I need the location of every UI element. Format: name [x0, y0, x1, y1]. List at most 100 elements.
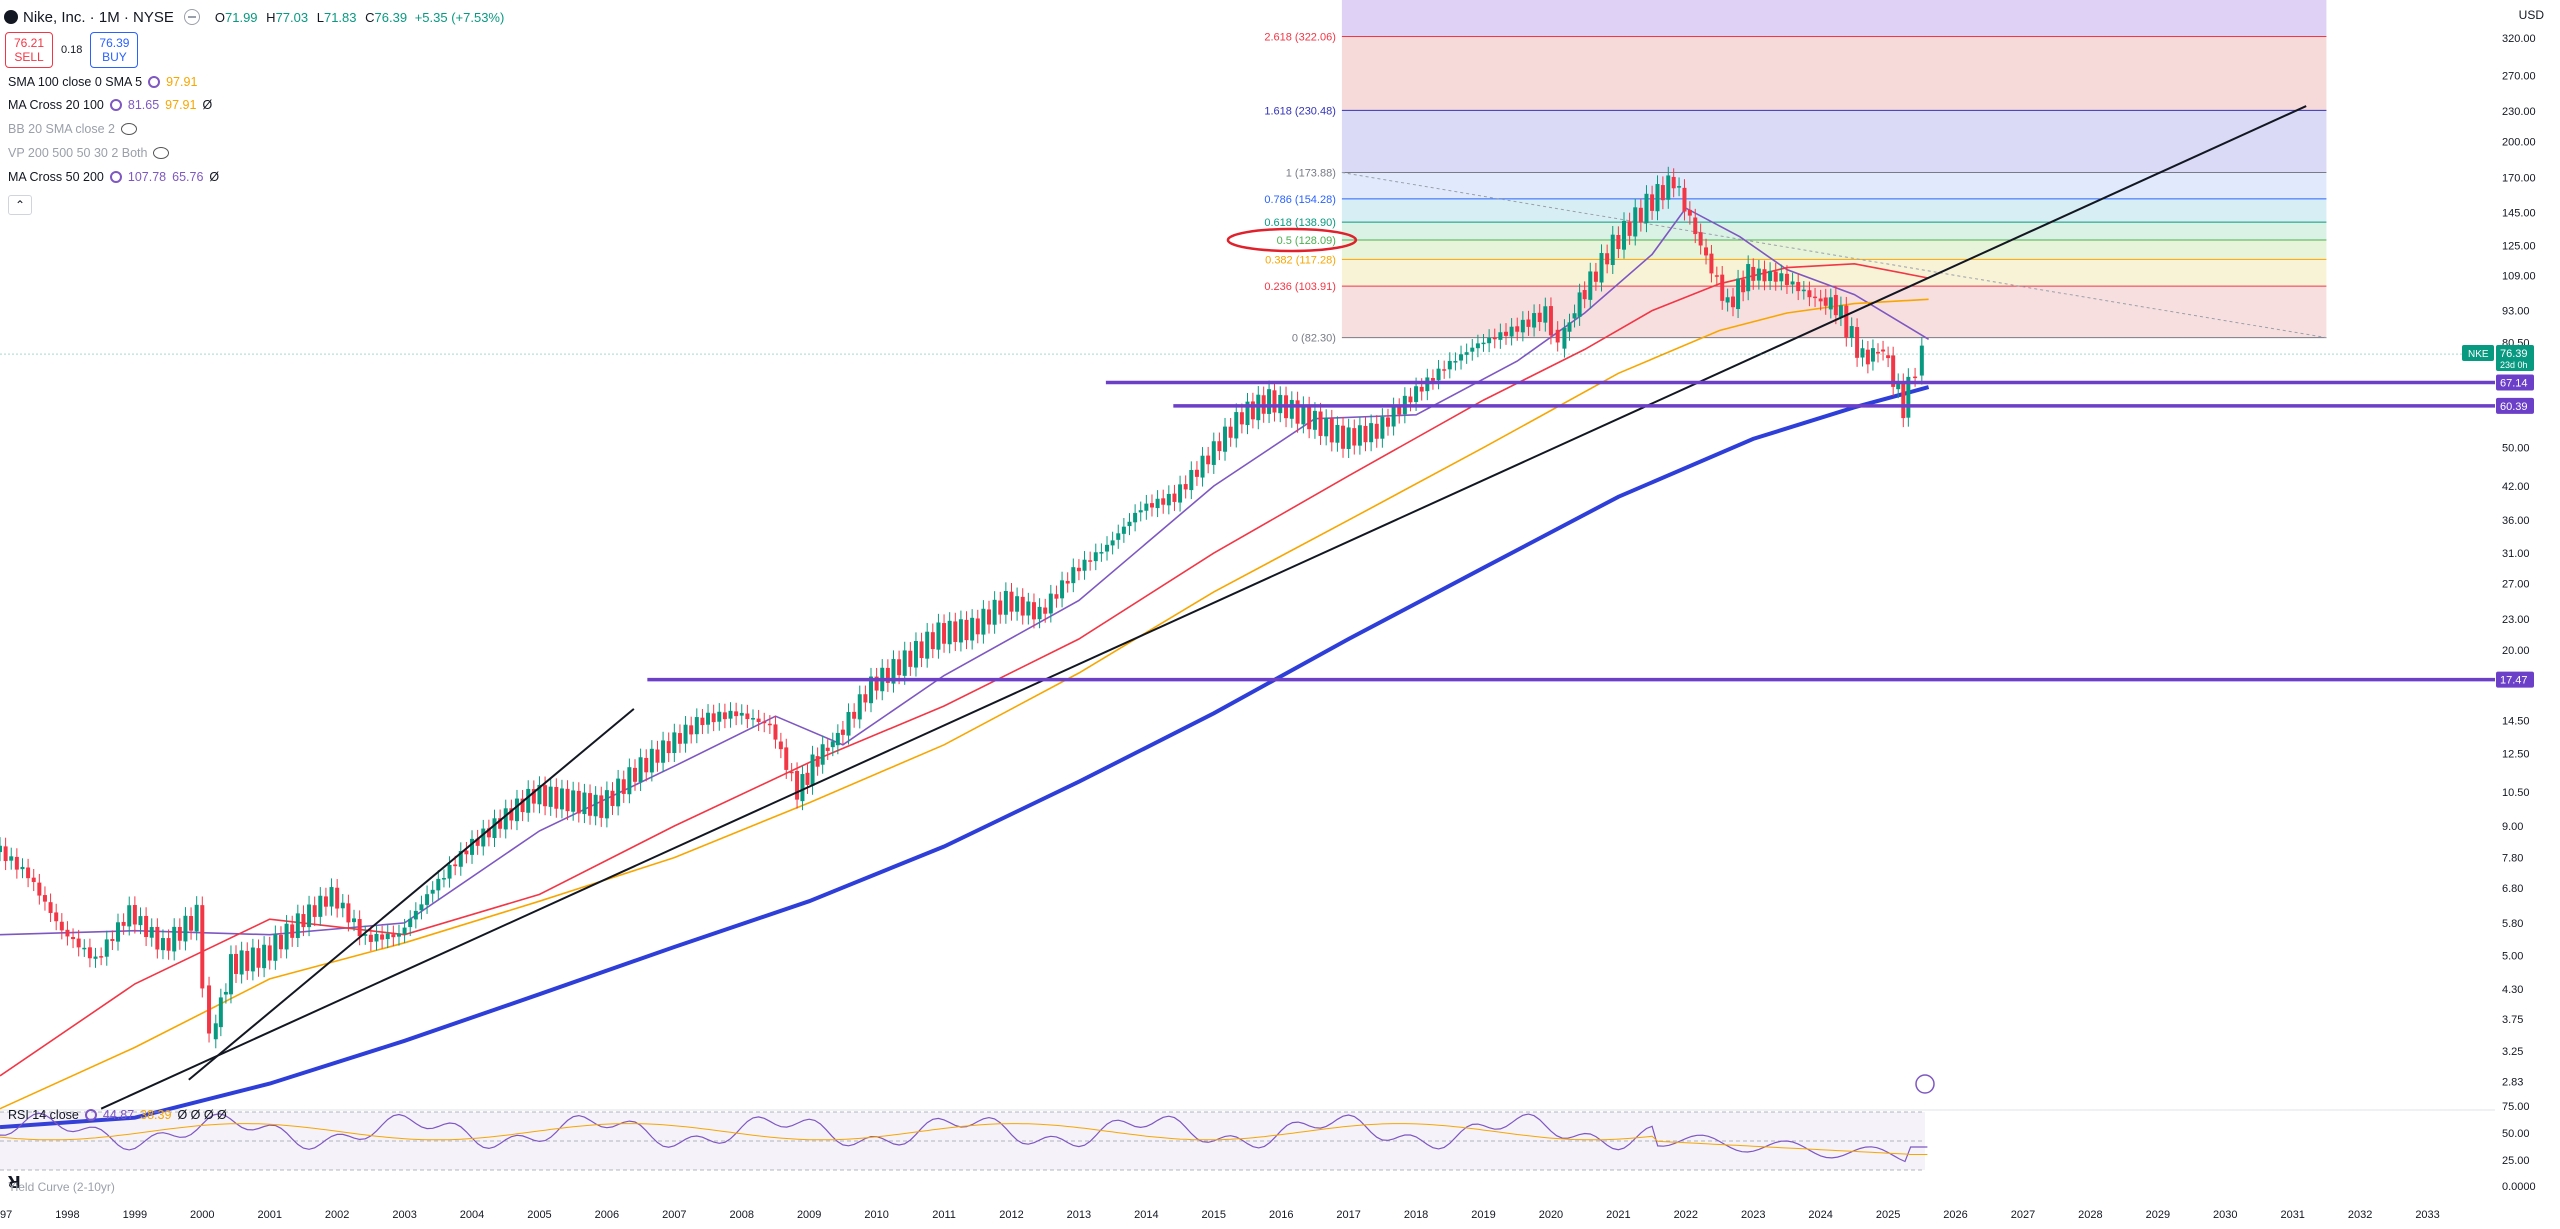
candle-body: [110, 939, 115, 942]
candle-body: [1704, 247, 1709, 256]
candle-body: [1346, 427, 1351, 449]
time-axis-label: 2029: [2146, 1209, 2170, 1221]
hidden-eye-icon[interactable]: [121, 123, 138, 135]
candle-body: [1520, 319, 1525, 333]
candle-body: [1076, 567, 1081, 572]
settings-icon[interactable]: [148, 76, 161, 88]
settings-icon[interactable]: [109, 171, 122, 183]
candle-body: [419, 904, 424, 911]
candle-body: [1515, 326, 1520, 332]
time-axis-label: 2022: [1674, 1209, 1698, 1221]
candle-body: [1736, 278, 1741, 310]
candle-body: [1660, 185, 1665, 201]
indicator-bb[interactable]: BB 20 SMA close 2: [8, 120, 138, 138]
candle-body: [1048, 593, 1053, 614]
settings-icon[interactable]: [109, 99, 122, 111]
nike-logo-icon: [4, 10, 18, 24]
candle-body: [340, 902, 345, 909]
candle-body: [1464, 352, 1469, 355]
candle-body: [1301, 405, 1306, 425]
time-axis-label: 2030: [2213, 1209, 2237, 1221]
candle-body: [599, 795, 604, 818]
candle-body: [1796, 282, 1801, 292]
candle-body: [1127, 521, 1132, 527]
candle-body: [447, 864, 452, 879]
trend-line: [100, 105, 2307, 1110]
candle-body: [1009, 591, 1014, 612]
candle-body: [514, 798, 519, 822]
price-axis-label: 4.30: [2502, 984, 2523, 996]
candle-body: [1099, 552, 1104, 554]
candle-body: [1650, 194, 1655, 211]
candle-body: [1593, 271, 1598, 282]
settings-icon[interactable]: [84, 1109, 97, 1121]
sell-button[interactable]: 76.21 SELL: [5, 32, 53, 68]
candle-body: [936, 622, 941, 650]
candle-body: [863, 694, 868, 703]
price-axis-label: 23.00: [2502, 614, 2530, 626]
candle-body: [127, 905, 132, 927]
candle-body: [1088, 560, 1093, 562]
fib-band: [1341, 110, 2327, 173]
candle-body: [284, 923, 289, 950]
indicator-name: BB 20 SMA close 2: [8, 122, 116, 136]
visibility-icon[interactable]: [183, 9, 200, 25]
candle-body: [1833, 294, 1838, 316]
candle-body: [593, 794, 598, 817]
time-axis-label: 2016: [1269, 1209, 1293, 1221]
yield-curve-label[interactable]: Yield Curve (2-10yr): [8, 1180, 115, 1194]
indicator-vp[interactable]: VP 200 500 50 30 2 Both: [8, 144, 170, 162]
rsi-extra-values: Ø Ø Ø Ø: [177, 1108, 227, 1122]
candle-body: [689, 725, 694, 735]
candle-body: [273, 934, 278, 961]
candle-body: [498, 818, 503, 829]
rsi-legend[interactable]: RSI 14 close 44.87 38.39 Ø Ø Ø Ø: [8, 1106, 227, 1124]
time-axis-label: 1997: [0, 1209, 12, 1221]
price-axis-label: 31.00: [2502, 548, 2530, 560]
rsi-ma-value: 38.39: [140, 1108, 172, 1122]
collapse-legend-button[interactable]: ⌃: [8, 195, 32, 215]
candle-body: [144, 915, 149, 938]
candle-body: [48, 902, 53, 913]
indicator-ma-cross-20-100[interactable]: MA Cross 20 100 81.65 97.91 Ø: [8, 96, 212, 114]
candle-body: [1687, 209, 1692, 216]
candle-body: [925, 631, 930, 659]
buy-price: 76.39: [99, 36, 130, 50]
symbol-badge-label: NKE: [2468, 349, 2489, 360]
indicator-ma-cross-50-200[interactable]: MA Cross 50 200 107.78 65.76 Ø: [8, 168, 219, 186]
candle-body: [223, 991, 228, 995]
candle-body: [897, 659, 902, 676]
currency-label[interactable]: USD: [2518, 8, 2544, 22]
candle-body: [610, 790, 615, 806]
low-label: L: [316, 9, 324, 25]
fib-level-label: 1 (173.88): [1286, 168, 1336, 180]
candle-body: [1860, 348, 1865, 358]
indicator-value: 65.76: [172, 170, 204, 184]
candle-body: [1425, 377, 1430, 392]
candle-body: [1060, 580, 1065, 599]
buy-button[interactable]: 76.39 BUY: [90, 32, 139, 68]
candle-body: [778, 741, 783, 750]
price-axis-badge: [2496, 671, 2534, 688]
candle-body: [391, 934, 396, 938]
candle-body: [245, 950, 250, 971]
time-axis-label: 2003: [392, 1209, 416, 1221]
hidden-eye-icon[interactable]: [153, 147, 170, 159]
candle-body: [329, 887, 334, 907]
rsi-axis-label: 75.00: [2502, 1101, 2530, 1113]
indicator-sma100[interactable]: SMA 100 close 0 SMA 5 97.91: [8, 73, 203, 91]
candle-body: [503, 808, 508, 830]
trend-line: [188, 708, 635, 1081]
symbol-title[interactable]: Nike, Inc. · 1M · NYSE: [23, 8, 174, 26]
candle-body: [1183, 484, 1188, 490]
last-price-label: 76.39: [2500, 348, 2528, 360]
candle-body: [627, 767, 632, 795]
candle-body: [1138, 510, 1143, 513]
ma-line-sma-50: [0, 262, 1929, 1077]
fib-level-label: 0.382 (117.28): [1265, 254, 1336, 266]
candle-body: [1492, 337, 1497, 340]
candle-body: [700, 717, 705, 726]
candle-body: [762, 721, 767, 724]
price-axis-label: 93.00: [2502, 306, 2530, 318]
